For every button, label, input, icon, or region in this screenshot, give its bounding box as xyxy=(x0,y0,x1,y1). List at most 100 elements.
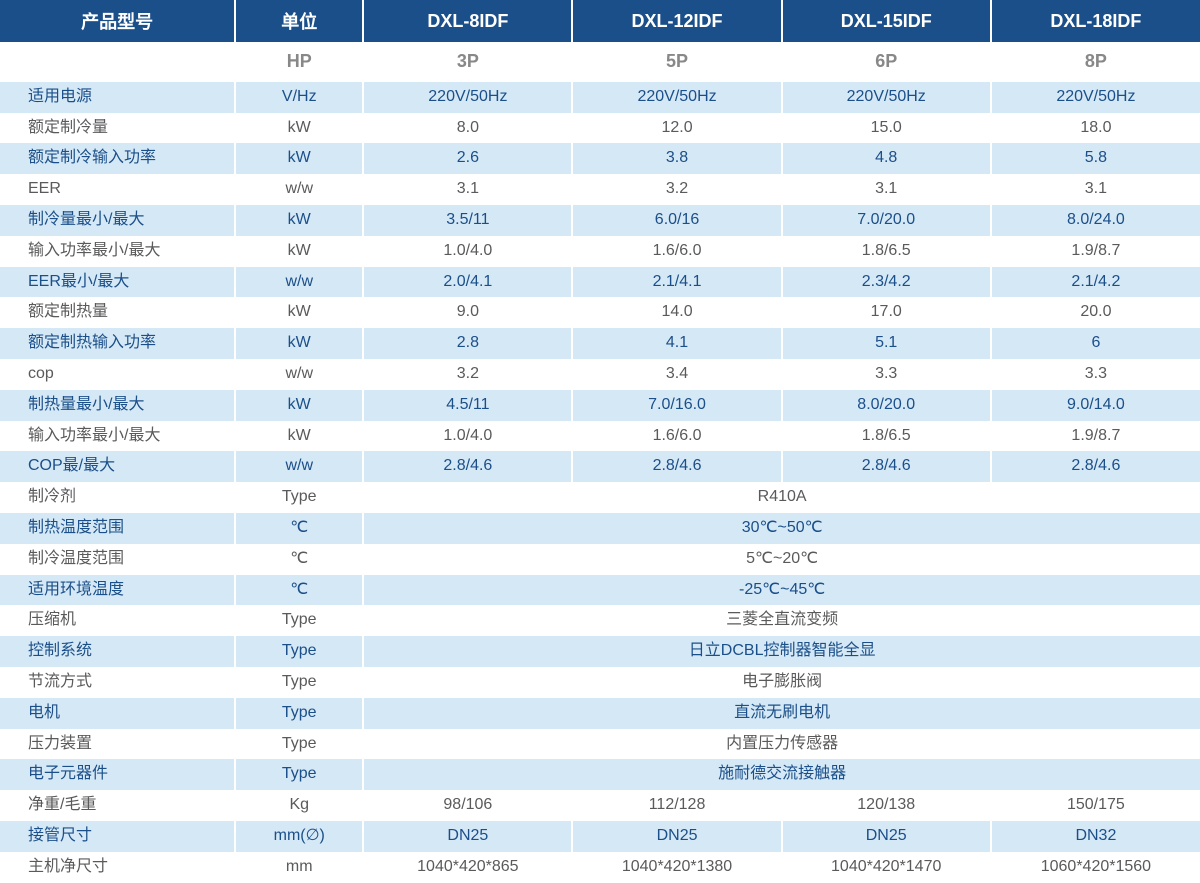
table-row: 制热温度范围℃30℃~50℃ xyxy=(0,513,1200,544)
row-label: 节流方式 xyxy=(0,667,235,698)
row-unit: Type xyxy=(235,605,363,636)
row-value: 2.8/4.6 xyxy=(363,451,572,482)
table-row: 适用电源V/Hz220V/50Hz220V/50Hz220V/50Hz220V/… xyxy=(0,82,1200,113)
row-value: 3.3 xyxy=(991,359,1200,390)
row-unit: kW xyxy=(235,328,363,359)
spec-table: 产品型号 单位 DXL-8IDF DXL-12IDF DXL-15IDF DXL… xyxy=(0,0,1200,883)
table-row: 额定制冷输入功率kW2.63.84.85.8 xyxy=(0,143,1200,174)
row-span-value: 5℃~20℃ xyxy=(363,544,1200,575)
row-value: 2.6 xyxy=(363,143,572,174)
header-cell: DXL-8IDF xyxy=(363,0,572,42)
row-label: 额定制热输入功率 xyxy=(0,328,235,359)
hp-cell: 3P xyxy=(363,42,572,82)
hp-cell: 5P xyxy=(572,42,781,82)
row-unit: mm xyxy=(235,852,363,883)
row-unit: kW xyxy=(235,205,363,236)
row-value: 2.1/4.1 xyxy=(572,267,781,298)
row-value: 7.0/20.0 xyxy=(782,205,991,236)
row-unit: ℃ xyxy=(235,513,363,544)
row-span-value: R410A xyxy=(363,482,1200,513)
row-span-value: 施耐德交流接触器 xyxy=(363,759,1200,790)
row-value: DN25 xyxy=(572,821,781,852)
row-unit: Type xyxy=(235,667,363,698)
row-value: 220V/50Hz xyxy=(991,82,1200,113)
row-value: 220V/50Hz xyxy=(363,82,572,113)
table-row: 制冷量最小/最大kW3.5/116.0/167.0/20.08.0/24.0 xyxy=(0,205,1200,236)
row-value: 9.0 xyxy=(363,297,572,328)
row-label: 输入功率最小/最大 xyxy=(0,236,235,267)
row-label: 控制系统 xyxy=(0,636,235,667)
row-label: 适用环境温度 xyxy=(0,575,235,606)
table-row: 适用环境温度℃-25℃~45℃ xyxy=(0,575,1200,606)
table-row: 额定制热量kW9.014.017.020.0 xyxy=(0,297,1200,328)
row-value: 17.0 xyxy=(782,297,991,328)
row-unit: kW xyxy=(235,297,363,328)
row-value: 3.2 xyxy=(363,359,572,390)
row-span-value: -25℃~45℃ xyxy=(363,575,1200,606)
row-label: 制热量最小/最大 xyxy=(0,390,235,421)
row-value: 1060*420*1560 xyxy=(991,852,1200,883)
table-row: 主机净尺寸mm1040*420*8651040*420*13801040*420… xyxy=(0,852,1200,883)
row-label: 额定制冷输入功率 xyxy=(0,143,235,174)
row-value: 3.2 xyxy=(572,174,781,205)
row-label: 压力装置 xyxy=(0,729,235,760)
row-value: 3.8 xyxy=(572,143,781,174)
row-value: 6 xyxy=(991,328,1200,359)
row-value: 1.9/8.7 xyxy=(991,236,1200,267)
row-value: 1.8/6.5 xyxy=(782,421,991,452)
table-row: 输入功率最小/最大kW1.0/4.01.6/6.01.8/6.51.9/8.7 xyxy=(0,236,1200,267)
row-label: 制冷量最小/最大 xyxy=(0,205,235,236)
row-value: 3.4 xyxy=(572,359,781,390)
row-label: 接管尺寸 xyxy=(0,821,235,852)
row-unit: V/Hz xyxy=(235,82,363,113)
row-span-value: 三菱全直流变频 xyxy=(363,605,1200,636)
table-row: 制热量最小/最大kW4.5/117.0/16.08.0/20.09.0/14.0 xyxy=(0,390,1200,421)
row-unit: Kg xyxy=(235,790,363,821)
row-label: 额定制热量 xyxy=(0,297,235,328)
row-value: 1040*420*1380 xyxy=(572,852,781,883)
table-row: 压缩机Type三菱全直流变频 xyxy=(0,605,1200,636)
table-row: 制冷温度范围℃5℃~20℃ xyxy=(0,544,1200,575)
row-label: 电子元器件 xyxy=(0,759,235,790)
row-unit: ℃ xyxy=(235,575,363,606)
row-label: 制冷温度范围 xyxy=(0,544,235,575)
header-row: 产品型号 单位 DXL-8IDF DXL-12IDF DXL-15IDF DXL… xyxy=(0,0,1200,42)
header-cell: DXL-12IDF xyxy=(572,0,781,42)
row-value: 1.6/6.0 xyxy=(572,236,781,267)
row-unit: Type xyxy=(235,729,363,760)
row-value: DN32 xyxy=(991,821,1200,852)
table-body: HP 3P 5P 6P 8P 适用电源V/Hz220V/50Hz220V/50H… xyxy=(0,42,1200,883)
row-value: 12.0 xyxy=(572,113,781,144)
row-value: 5.1 xyxy=(782,328,991,359)
table-row: 电机Type直流无刷电机 xyxy=(0,698,1200,729)
table-row: EERw/w3.13.23.13.1 xyxy=(0,174,1200,205)
row-value: 120/138 xyxy=(782,790,991,821)
row-value: 5.8 xyxy=(991,143,1200,174)
hp-cell: 8P xyxy=(991,42,1200,82)
row-label: 输入功率最小/最大 xyxy=(0,421,235,452)
row-label: 额定制冷量 xyxy=(0,113,235,144)
row-label: 净重/毛重 xyxy=(0,790,235,821)
row-value: 3.1 xyxy=(782,174,991,205)
row-unit: w/w xyxy=(235,174,363,205)
row-span-value: 30℃~50℃ xyxy=(363,513,1200,544)
row-unit: w/w xyxy=(235,267,363,298)
row-value: 8.0 xyxy=(363,113,572,144)
row-value: 1.6/6.0 xyxy=(572,421,781,452)
hp-cell: 6P xyxy=(782,42,991,82)
row-value: 4.5/11 xyxy=(363,390,572,421)
table-row: 电子元器件Type施耐德交流接触器 xyxy=(0,759,1200,790)
row-unit: w/w xyxy=(235,451,363,482)
row-unit: mm(∅) xyxy=(235,821,363,852)
row-span-value: 直流无刷电机 xyxy=(363,698,1200,729)
row-value: 4.1 xyxy=(572,328,781,359)
row-value: 4.8 xyxy=(782,143,991,174)
table-row: 节流方式Type电子膨胀阀 xyxy=(0,667,1200,698)
row-span-value: 内置压力传感器 xyxy=(363,729,1200,760)
row-value: 2.8/4.6 xyxy=(991,451,1200,482)
row-value: 2.0/4.1 xyxy=(363,267,572,298)
header-cell: 单位 xyxy=(235,0,363,42)
row-value: 3.5/11 xyxy=(363,205,572,236)
hp-cell: HP xyxy=(235,42,363,82)
row-value: 8.0/20.0 xyxy=(782,390,991,421)
